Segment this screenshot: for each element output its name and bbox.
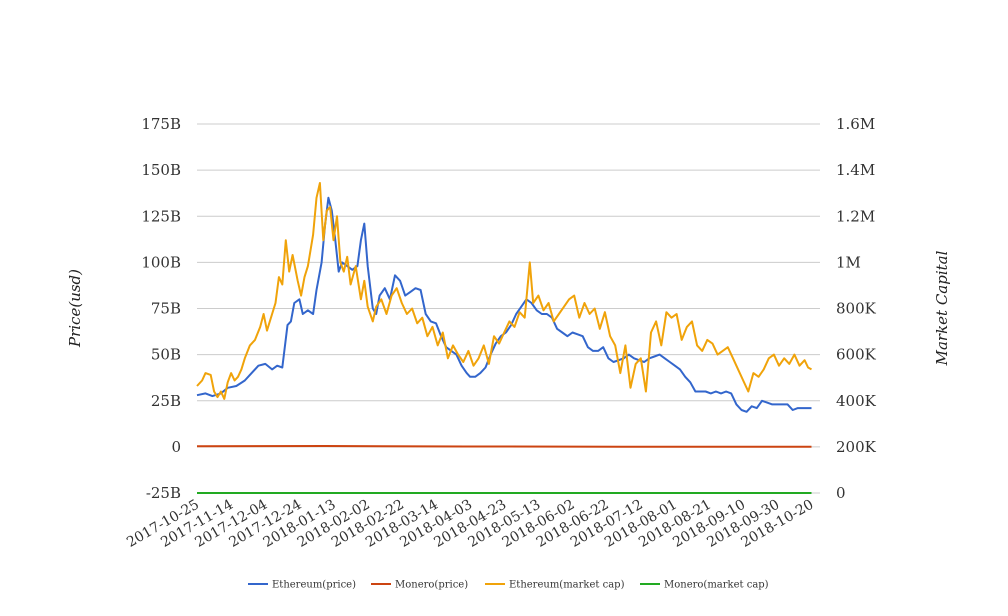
left-axis-ticks: -25B 0 25B 50B 75B 100B 125B 150B 175B (141, 115, 181, 502)
legend: Ethereum(price) Monero(price) Ethereum(mar… (248, 580, 769, 591)
y-left-tick-label: 50B (151, 346, 181, 364)
legend-label: Ethereum(market cap) (509, 580, 625, 591)
y-left-tick-label: 125B (141, 207, 181, 225)
y-left-tick-label: 25B (151, 392, 181, 410)
y-right-tick-label: 800K (836, 300, 877, 318)
y-right-tick-label: 1.6M (836, 115, 875, 133)
right-axis-ticks: 0 200K 400K 600K 800K 1M 1.2M 1.4M 1.6M (836, 115, 877, 502)
y-right-tick-label: 600K (836, 346, 877, 364)
legend-label: Monero(market cap) (664, 580, 769, 591)
x-axis-ticks: 2017-10-252017-11-142017-12-042017-12-24… (124, 497, 816, 551)
y-right-tick-label: 1.2M (836, 207, 875, 225)
y-right-tick-label: 0 (836, 484, 846, 502)
y-right-tick-label: 200K (836, 438, 877, 456)
y-right-tick-label: 1.4M (836, 161, 875, 179)
y-left-tick-label: 100B (141, 253, 181, 271)
series-line (196, 445, 812, 448)
y-left-tick-label: -25B (146, 484, 181, 502)
series-lines (196, 182, 812, 494)
y-right-tick-label: 400K (836, 392, 877, 410)
y-axis-right-title: Market Capital (933, 250, 951, 366)
legend-label: Monero(price) (395, 580, 468, 591)
y-left-tick-label: 150B (141, 161, 181, 179)
y-left-tick-label: 175B (141, 115, 181, 133)
y-axis-left-title: Price(usd) (66, 269, 84, 348)
y-left-tick-label: 75B (151, 300, 181, 318)
y-right-tick-label: 1M (836, 253, 861, 271)
y-left-tick-label: 0 (171, 438, 181, 456)
series-line (196, 196, 812, 413)
grid-lines (197, 123, 820, 494)
series-line (196, 182, 812, 400)
legend-label: Ethereum(price) (272, 580, 356, 591)
